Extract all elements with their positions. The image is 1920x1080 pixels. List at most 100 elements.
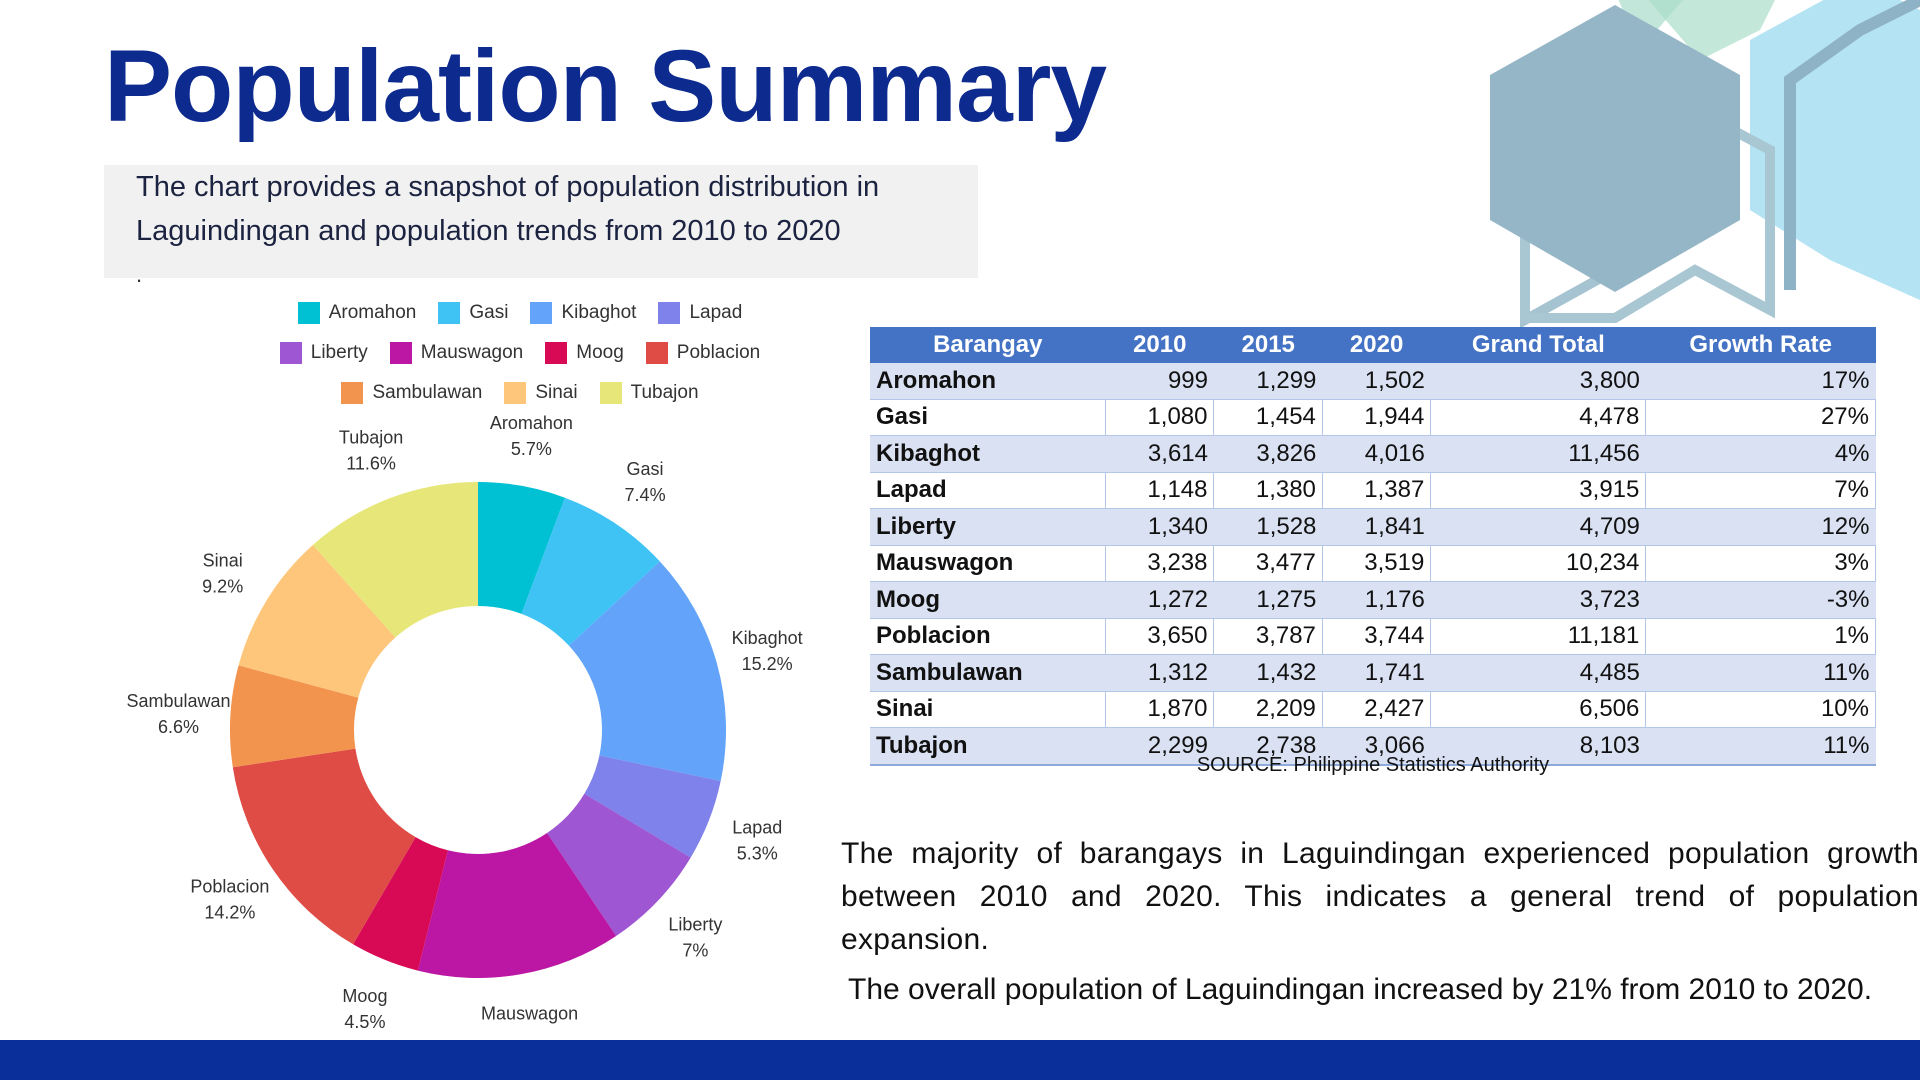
table-cell: 4,016 xyxy=(1322,435,1431,473)
table-cell: 3,826 xyxy=(1213,435,1323,473)
table-cell: 3,787 xyxy=(1213,618,1323,655)
slice-label: Lapad xyxy=(732,818,782,838)
donut-slice-sambulawan xyxy=(229,665,359,768)
donut-slice-aromahon xyxy=(478,482,565,614)
table-cell: 3,650 xyxy=(1105,618,1215,655)
barangay-name-cell: Aromahon xyxy=(870,363,1106,400)
legend-item: Lapad xyxy=(658,302,742,324)
table-cell: 10% xyxy=(1645,691,1876,728)
hexagon-outline xyxy=(1520,105,1775,323)
barangay-name-cell: Tubajon xyxy=(870,727,1106,766)
table-cell: 1,340 xyxy=(1105,508,1214,546)
slice-label: Mauswagon xyxy=(481,1004,578,1024)
slice-label: Liberty xyxy=(668,915,722,935)
donut-slice-mauswagon xyxy=(417,832,617,978)
table-header-row: Barangay 2010 2015 2020 Grand Total Growth Ra… xyxy=(870,327,1876,363)
column-header: 2020 xyxy=(1322,327,1431,363)
table-cell: 1,841 xyxy=(1322,508,1431,546)
legend-swatch xyxy=(438,302,461,324)
table-cell: 3,800 xyxy=(1430,363,1646,400)
table-cell: 1,944 xyxy=(1322,399,1432,436)
legend-label: Poblacion xyxy=(676,342,761,363)
table-cell: 1,080 xyxy=(1105,399,1215,436)
slice-percent-label: 9.2% xyxy=(202,576,243,596)
table-cell: 6,506 xyxy=(1430,691,1647,728)
legend-item: Mauswagon xyxy=(389,342,524,364)
table-row: Mauswagon 3,238 3,477 3,519 10,234 3% xyxy=(870,545,1876,582)
barangay-name-cell: Kibaghot xyxy=(870,435,1106,473)
table-cell: 1,312 xyxy=(1105,654,1214,692)
table-cell: 3% xyxy=(1645,545,1876,582)
donut-slice-tubajon xyxy=(312,482,478,638)
table-cell: 4,485 xyxy=(1430,654,1646,692)
table-cell: 3,519 xyxy=(1322,545,1432,582)
table-cell: 3,723 xyxy=(1430,581,1646,619)
table-cell: 1,387 xyxy=(1322,472,1432,509)
legend-label: Lapad xyxy=(689,302,743,323)
legend-label: Mauswagon xyxy=(420,342,524,363)
slice-percent-label: 4.5% xyxy=(344,1012,385,1030)
table-cell: 11,456 xyxy=(1430,435,1646,473)
legend-item: Aromahon xyxy=(297,302,417,324)
slice-label: Kibaghot xyxy=(732,628,803,648)
slice-percent-label: 5.7% xyxy=(511,439,552,459)
donut-slice-kibaghot xyxy=(568,561,726,782)
legend-label: Moog xyxy=(576,342,624,363)
slice-label: Moog xyxy=(342,986,387,1006)
table-cell: 1,528 xyxy=(1213,508,1323,546)
table-cell: 3,477 xyxy=(1213,545,1323,582)
table-cell: 7% xyxy=(1645,472,1876,509)
legend-swatch xyxy=(504,382,527,404)
slice-label: Gasi xyxy=(627,459,664,479)
table-cell: 17% xyxy=(1645,363,1876,400)
table-body: Aromahon 999 1,299 1,502 3,800 17% Gasi 1,080 1,… xyxy=(870,363,1876,766)
population-table: Barangay 2010 2015 2020 Grand Total Growth Ra… xyxy=(870,327,1876,766)
slice-label: Sambulawan xyxy=(126,691,230,711)
donut-slice-lapad xyxy=(584,755,721,858)
column-header: Growth Rate xyxy=(1645,327,1876,363)
legend-swatch xyxy=(645,342,668,364)
overall-growth-statement: The overall population of Laguindingan i… xyxy=(848,973,1873,1006)
table-cell: 1,299 xyxy=(1213,363,1323,400)
table-row: Sinai 1,870 2,209 2,427 6,506 10% xyxy=(870,691,1876,728)
column-header: 2010 xyxy=(1105,327,1214,363)
table-row: Kibaghot 3,614 3,826 4,016 11,456 4% xyxy=(870,435,1876,473)
legend-label: Aromahon xyxy=(328,302,417,323)
barangay-name-cell: Gasi xyxy=(870,399,1107,436)
legend-item: Moog xyxy=(545,342,624,364)
decorative-hexagons xyxy=(1490,0,1920,329)
legend-item: Tubajon xyxy=(599,382,699,404)
page-title: Population Summary xyxy=(104,29,1107,143)
slice-label: Poblacion xyxy=(190,877,269,897)
slice-percent-label: 5.3% xyxy=(737,844,778,864)
intro-text: The chart provides a snapshot of populat… xyxy=(136,171,880,247)
table-cell: 1,380 xyxy=(1213,472,1323,509)
legend-label: Kibaghot xyxy=(561,302,637,323)
table-cell: 2,299 xyxy=(1105,727,1214,766)
table-cell: 4,478 xyxy=(1430,399,1647,436)
legend-item: Liberty xyxy=(279,342,368,364)
hexagon-mint-light xyxy=(1648,0,1775,60)
legend-row: Sambulawan Sinai Tubajon xyxy=(200,373,840,413)
table-cell: 27% xyxy=(1645,399,1876,436)
legend-swatch xyxy=(599,382,622,404)
barangay-name-cell: Sinai xyxy=(870,691,1107,728)
legend-label: Gasi xyxy=(469,302,509,323)
legend-label: Tubajon xyxy=(630,382,699,403)
hexagon-outline-right xyxy=(1784,0,1920,290)
table-cell: 3,915 xyxy=(1430,472,1647,509)
table-cell: 1,454 xyxy=(1213,399,1323,436)
table-cell: 4% xyxy=(1645,435,1876,473)
table-row: Tubajon 2,299 2,738 3,066 8,103 11% xyxy=(870,727,1876,766)
table-cell: 3,744 xyxy=(1322,618,1432,655)
legend-swatch xyxy=(341,382,364,404)
table-cell: 1% xyxy=(1645,618,1876,655)
table-row: Liberty 1,340 1,528 1,841 4,709 12% xyxy=(870,508,1876,546)
intro-trailing-dot: . xyxy=(136,262,143,287)
legend-swatch xyxy=(297,302,320,324)
slice-percent-label: 6.6% xyxy=(158,717,199,737)
donut-chart: Aromahon 5.7% Gasi 7.4% Kibaghot 15.2% Lapad 5.… xyxy=(126,413,803,1030)
barangay-name-cell: Moog xyxy=(870,581,1106,619)
table-cell: 3,066 xyxy=(1322,727,1431,766)
legend-label: Liberty xyxy=(310,342,368,363)
